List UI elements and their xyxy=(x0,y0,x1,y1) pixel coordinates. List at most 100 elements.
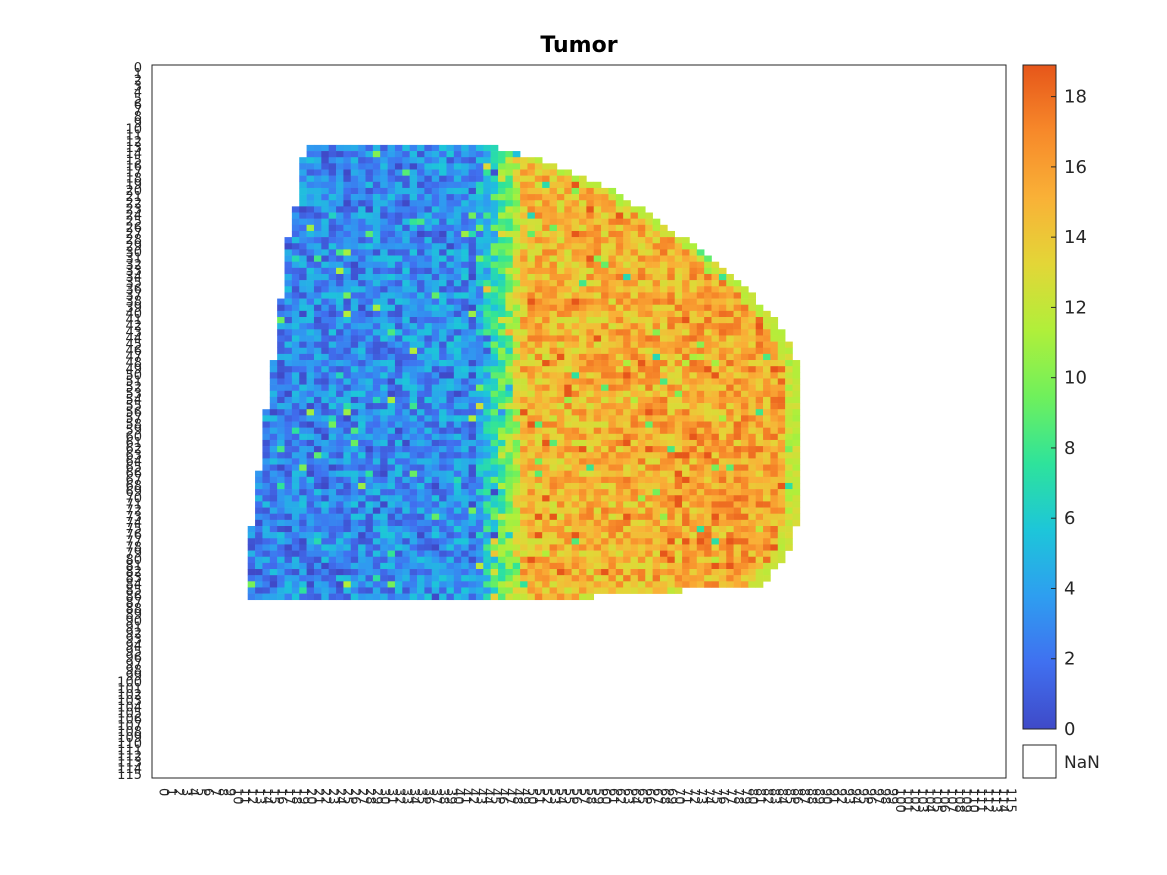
heatmap-cell xyxy=(556,261,565,269)
heatmap-cell xyxy=(424,163,433,170)
heatmap-cell xyxy=(394,409,403,416)
heatmap-cell xyxy=(637,519,646,527)
heatmap-cell xyxy=(402,489,410,496)
heatmap-cell xyxy=(321,476,329,484)
heatmap-cell xyxy=(461,181,469,189)
heatmap-cell xyxy=(291,224,300,232)
heatmap-cell xyxy=(291,341,300,349)
heatmap-cell xyxy=(468,396,477,404)
heatmap-cell xyxy=(372,372,381,379)
heatmap-cell xyxy=(527,489,536,496)
heatmap-cell xyxy=(564,403,572,410)
heatmap-cell xyxy=(740,446,749,453)
heatmap-cell xyxy=(542,304,550,312)
heatmap-cell xyxy=(372,378,381,385)
heatmap-cell xyxy=(704,390,712,398)
heatmap-cell xyxy=(792,464,801,471)
heatmap-cell xyxy=(336,255,344,262)
heatmap-cell xyxy=(358,298,366,306)
heatmap-cell xyxy=(358,323,366,330)
heatmap-cell xyxy=(269,513,278,521)
heatmap-cell xyxy=(424,273,433,281)
heatmap-cell xyxy=(623,544,631,551)
heatmap-cell xyxy=(542,280,550,287)
heatmap-cell xyxy=(667,403,676,410)
heatmap-cell xyxy=(313,372,322,379)
heatmap-cell xyxy=(630,267,639,275)
heatmap-cell xyxy=(564,255,572,262)
heatmap-cell xyxy=(696,476,705,484)
heatmap-cell xyxy=(534,298,543,306)
heatmap-cell xyxy=(402,194,410,201)
heatmap-cell xyxy=(527,224,536,232)
heatmap-cell xyxy=(777,495,786,502)
heatmap-cell xyxy=(586,249,595,256)
heatmap-cell xyxy=(336,292,344,299)
heatmap-cell xyxy=(608,550,617,558)
heatmap-cell xyxy=(689,403,698,410)
heatmap-cell xyxy=(505,556,514,564)
heatmap-cell xyxy=(328,157,337,164)
heatmap-cell xyxy=(299,550,307,558)
heatmap-cell xyxy=(682,501,690,508)
heatmap-cell xyxy=(615,378,624,385)
heatmap-cell xyxy=(689,384,698,392)
heatmap-cell xyxy=(409,206,418,213)
x-tick-label: 33 xyxy=(399,788,414,805)
heatmap-cell xyxy=(689,341,698,349)
heatmap-cell xyxy=(696,409,705,416)
heatmap-cell xyxy=(468,280,477,287)
heatmap-cell xyxy=(579,323,587,330)
heatmap-cell xyxy=(593,470,602,478)
y-tick-label: 66 xyxy=(125,467,142,482)
heatmap-cell xyxy=(468,390,477,398)
heatmap-cell xyxy=(534,329,543,336)
heatmap-cell xyxy=(593,310,602,318)
heatmap-cell xyxy=(645,304,653,312)
heatmap-cell xyxy=(505,538,514,545)
heatmap-cell xyxy=(711,575,720,582)
heatmap-cell xyxy=(601,360,609,367)
heatmap-cell xyxy=(586,372,595,379)
heatmap-cell xyxy=(284,243,293,250)
heatmap-cell xyxy=(306,181,315,189)
x-tick-label: 31 xyxy=(384,788,399,805)
heatmap-cell xyxy=(542,562,550,570)
heatmap-cell xyxy=(284,458,293,465)
heatmap-cell xyxy=(336,476,344,484)
heatmap-cell xyxy=(770,562,779,570)
heatmap-cell xyxy=(313,224,322,232)
heatmap-cell xyxy=(556,532,565,539)
heatmap-cell xyxy=(461,317,469,324)
x-tick-label: 80 xyxy=(745,788,760,805)
heatmap-cell xyxy=(336,347,344,355)
heatmap-cell xyxy=(637,470,646,478)
heatmap-cell xyxy=(402,593,410,601)
heatmap-cell xyxy=(549,243,558,250)
heatmap-cell xyxy=(409,384,418,392)
heatmap-cell xyxy=(659,280,668,287)
heatmap-cell xyxy=(431,415,440,422)
heatmap-cell xyxy=(306,347,315,355)
heatmap-cell xyxy=(556,569,565,576)
heatmap-cell xyxy=(424,519,433,527)
heatmap-cell xyxy=(424,575,433,582)
heatmap-cell xyxy=(380,581,388,588)
heatmap-cell xyxy=(512,396,521,404)
heatmap-cell xyxy=(490,151,499,158)
heatmap-cell xyxy=(306,341,315,349)
heatmap-cell xyxy=(527,304,536,312)
heatmap-cell xyxy=(380,366,388,373)
heatmap-cell xyxy=(534,218,543,226)
heatmap-cell xyxy=(623,317,631,324)
heatmap-cell xyxy=(446,409,455,416)
heatmap-cell xyxy=(711,556,720,564)
heatmap-cell xyxy=(409,298,418,306)
heatmap-cell xyxy=(277,323,285,330)
heatmap-cell xyxy=(475,175,484,183)
heatmap-cell xyxy=(402,476,410,484)
heatmap-cell xyxy=(512,532,521,539)
heatmap-cell xyxy=(667,230,676,238)
heatmap-cell xyxy=(328,384,337,392)
heatmap-cell xyxy=(394,569,403,576)
